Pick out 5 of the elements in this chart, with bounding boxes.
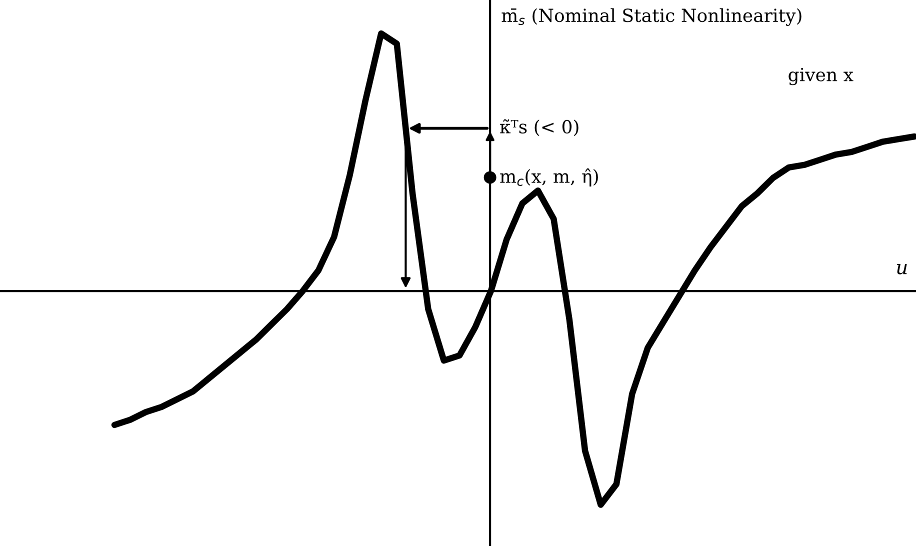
annotation: κ̃ᵀs (< 0): [500, 119, 578, 136]
annotation: given x: [788, 68, 854, 86]
x-axis-title: u: [896, 264, 907, 274]
annotation: m$_{c}$(x, m, η̂): [500, 168, 598, 187]
y-axis-title: m̄$_{s}$ (Nominal Static Nonlinearity): [502, 8, 802, 26]
